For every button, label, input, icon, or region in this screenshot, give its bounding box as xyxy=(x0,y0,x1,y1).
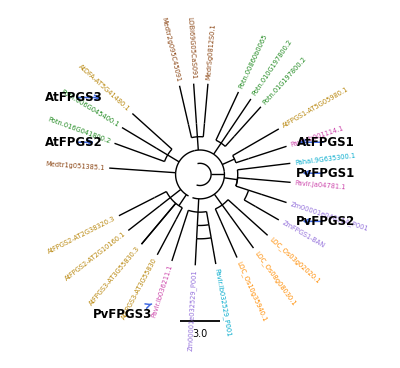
Text: Medtr1g051385.1: Medtr1g051385.1 xyxy=(46,161,105,171)
Text: AtDFA-AT5G41480.1: AtDFA-AT5G41480.1 xyxy=(78,64,131,113)
Text: Pavir.Ib001114.1: Pavir.Ib001114.1 xyxy=(290,125,344,148)
Text: LOC_Os10g35940.1: LOC_Os10g35940.1 xyxy=(236,260,268,323)
Text: MedrSg0812S0.1: MedrSg0812S0.1 xyxy=(205,23,216,79)
Text: Pahal.9G635300.1: Pahal.9G635300.1 xyxy=(294,152,356,166)
Text: PvFPGS2: PvFPGS2 xyxy=(296,215,355,228)
Text: AtFPGS3-AT3G55830: AtFPGS3-AT3G55830 xyxy=(120,257,158,321)
Text: AtFPGS2-AT2G38320.3: AtFPGS2-AT2G38320.3 xyxy=(46,215,116,255)
Text: ZmFPGS1-BAN: ZmFPGS1-BAN xyxy=(281,220,326,249)
Text: Potn.01G197800.2: Potn.01G197800.2 xyxy=(262,56,308,106)
Text: AtFPGS1: AtFPGS1 xyxy=(297,136,355,149)
Text: Medtr2g095C45091: Medtr2g095C45091 xyxy=(161,16,182,82)
Text: Pavir.Ib032529_P001: Pavir.Ib032529_P001 xyxy=(213,268,232,337)
Text: Pavir.Ib036211.1: Pavir.Ib036211.1 xyxy=(150,264,173,319)
Text: AtFPGS2: AtFPGS2 xyxy=(45,136,103,149)
Text: LOBi69G05CaS091: LOBi69G05CaS091 xyxy=(186,17,196,79)
Text: Potn.010G197800.2: Potn.010G197800.2 xyxy=(251,39,293,97)
Text: PvFPGS3: PvFPGS3 xyxy=(93,304,152,321)
Text: AtFPGS1-AT5G05980.1: AtFPGS1-AT5G05980.1 xyxy=(281,86,349,129)
Text: Potn.016G041800.2: Potn.016G041800.2 xyxy=(47,116,111,145)
Text: Potn.006G045400.1: Potn.006G045400.1 xyxy=(60,88,120,128)
Text: 3.0: 3.0 xyxy=(192,329,208,339)
Text: AtFPGS2-AT2G10160.1: AtFPGS2-AT2G10160.1 xyxy=(64,231,127,282)
Text: Pavir.Ja04781.1: Pavir.Ja04781.1 xyxy=(295,180,346,190)
Text: LOC_Os03g02020.1: LOC_Os03g02020.1 xyxy=(269,236,322,284)
Text: AtFPGS3: AtFPGS3 xyxy=(45,91,103,104)
Text: Zm00001e048514_P001: Zm00001e048514_P001 xyxy=(290,201,370,232)
Text: AtFPGS3-AT3G55830.3: AtFPGS3-AT3G55830.3 xyxy=(88,245,141,307)
Text: PvFPGS1: PvFPGS1 xyxy=(296,167,355,180)
Text: Zm00001e032529_P001: Zm00001e032529_P001 xyxy=(187,270,198,351)
Text: LOC_Os08g08030.1: LOC_Os08g08030.1 xyxy=(253,250,297,307)
Text: Potn.00860b0065: Potn.00860b0065 xyxy=(238,33,268,89)
